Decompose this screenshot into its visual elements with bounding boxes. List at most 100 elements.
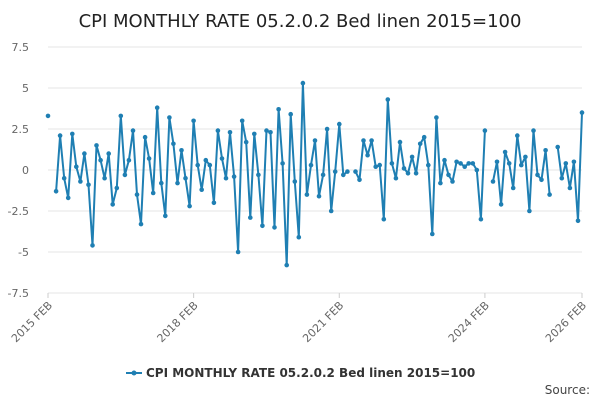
- data-point[interactable]: [421, 134, 427, 140]
- data-point[interactable]: [312, 138, 318, 143]
- data-point[interactable]: [126, 157, 132, 163]
- data-point[interactable]: [559, 175, 565, 181]
- data-point[interactable]: [324, 126, 330, 132]
- data-point[interactable]: [138, 221, 144, 227]
- data-point[interactable]: [150, 190, 156, 196]
- data-point[interactable]: [86, 182, 91, 188]
- data-point[interactable]: [506, 161, 512, 166]
- data-point[interactable]: [341, 172, 346, 178]
- data-point[interactable]: [195, 162, 200, 168]
- data-point[interactable]: [381, 216, 387, 222]
- data-point[interactable]: [300, 80, 306, 86]
- data-point[interactable]: [494, 159, 500, 165]
- data-point[interactable]: [53, 189, 59, 194]
- data-point[interactable]: [78, 179, 83, 184]
- data-point[interactable]: [555, 144, 560, 150]
- data-point[interactable]: [292, 179, 298, 184]
- data-point[interactable]: [393, 175, 399, 181]
- data-point[interactable]: [515, 133, 520, 138]
- data-point[interactable]: [276, 107, 281, 112]
- data-point[interactable]: [280, 161, 285, 166]
- data-point[interactable]: [409, 154, 415, 160]
- data-point[interactable]: [474, 167, 480, 173]
- data-point[interactable]: [563, 161, 569, 166]
- data-point[interactable]: [531, 128, 536, 133]
- data-point[interactable]: [575, 218, 581, 224]
- data-point[interactable]: [207, 162, 213, 168]
- data-point[interactable]: [502, 149, 508, 155]
- data-point[interactable]: [304, 192, 310, 197]
- data-point[interactable]: [571, 159, 577, 165]
- data-point[interactable]: [385, 97, 391, 102]
- data-point[interactable]: [146, 156, 152, 161]
- data-point[interactable]: [239, 118, 245, 124]
- data-point[interactable]: [316, 193, 322, 199]
- legend[interactable]: CPI MONTHLY RATE 05.2.0.2 Bed linen 2015…: [126, 366, 475, 380]
- data-point[interactable]: [450, 179, 455, 184]
- data-point[interactable]: [183, 175, 188, 181]
- data-point[interactable]: [373, 164, 379, 169]
- data-point[interactable]: [523, 154, 528, 160]
- data-point[interactable]: [454, 159, 459, 165]
- data-point[interactable]: [519, 162, 524, 168]
- data-point[interactable]: [361, 138, 366, 143]
- data-point[interactable]: [231, 174, 237, 179]
- data-point[interactable]: [426, 162, 431, 168]
- data-point[interactable]: [328, 208, 334, 214]
- data-point[interactable]: [215, 128, 221, 133]
- data-point[interactable]: [134, 192, 140, 197]
- data-point[interactable]: [248, 215, 253, 220]
- data-point[interactable]: [539, 177, 544, 183]
- data-point[interactable]: [353, 169, 358, 174]
- data-point[interactable]: [389, 161, 395, 166]
- data-point[interactable]: [284, 262, 290, 268]
- data-point[interactable]: [57, 133, 63, 138]
- data-point[interactable]: [272, 225, 277, 230]
- data-point[interactable]: [401, 166, 407, 171]
- data-point[interactable]: [256, 172, 261, 178]
- data-point[interactable]: [199, 187, 204, 192]
- data-point[interactable]: [252, 131, 257, 137]
- data-point[interactable]: [118, 113, 124, 119]
- data-point[interactable]: [264, 128, 269, 133]
- data-point[interactable]: [227, 130, 233, 135]
- data-point[interactable]: [510, 185, 516, 191]
- data-point[interactable]: [191, 118, 196, 124]
- data-point[interactable]: [98, 157, 103, 163]
- data-point[interactable]: [470, 161, 476, 166]
- data-point[interactable]: [142, 134, 148, 140]
- data-point[interactable]: [446, 172, 451, 178]
- data-point[interactable]: [223, 175, 229, 181]
- data-point[interactable]: [377, 162, 383, 168]
- data-point[interactable]: [260, 223, 265, 229]
- data-point[interactable]: [462, 164, 468, 169]
- data-point[interactable]: [167, 115, 172, 120]
- data-point[interactable]: [579, 110, 585, 115]
- data-point[interactable]: [187, 203, 192, 209]
- data-point[interactable]: [171, 141, 176, 147]
- data-point[interactable]: [527, 208, 532, 214]
- data-point[interactable]: [70, 131, 75, 137]
- data-point[interactable]: [337, 121, 342, 127]
- legend-series-label[interactable]: CPI MONTHLY RATE 05.2.0.2 Bed linen 2015…: [146, 366, 475, 380]
- data-point[interactable]: [482, 128, 488, 133]
- data-point[interactable]: [235, 249, 241, 255]
- data-point[interactable]: [159, 180, 164, 186]
- data-point[interactable]: [417, 141, 423, 147]
- data-point[interactable]: [61, 175, 67, 181]
- data-point[interactable]: [130, 128, 136, 133]
- data-point[interactable]: [458, 161, 463, 166]
- data-point[interactable]: [288, 111, 294, 117]
- data-point[interactable]: [442, 157, 447, 163]
- data-point[interactable]: [547, 192, 552, 197]
- data-point[interactable]: [357, 177, 362, 183]
- data-point[interactable]: [543, 148, 548, 153]
- data-point[interactable]: [94, 143, 99, 148]
- data-point[interactable]: [567, 185, 573, 191]
- data-point[interactable]: [122, 172, 128, 178]
- data-point[interactable]: [490, 179, 496, 184]
- data-point[interactable]: [345, 169, 350, 174]
- data-point[interactable]: [243, 139, 249, 145]
- data-point[interactable]: [365, 152, 370, 158]
- data-point[interactable]: [405, 171, 411, 176]
